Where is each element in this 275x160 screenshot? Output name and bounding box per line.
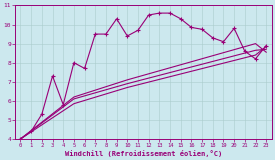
X-axis label: Windchill (Refroidissement éolien,°C): Windchill (Refroidissement éolien,°C) xyxy=(65,150,222,156)
